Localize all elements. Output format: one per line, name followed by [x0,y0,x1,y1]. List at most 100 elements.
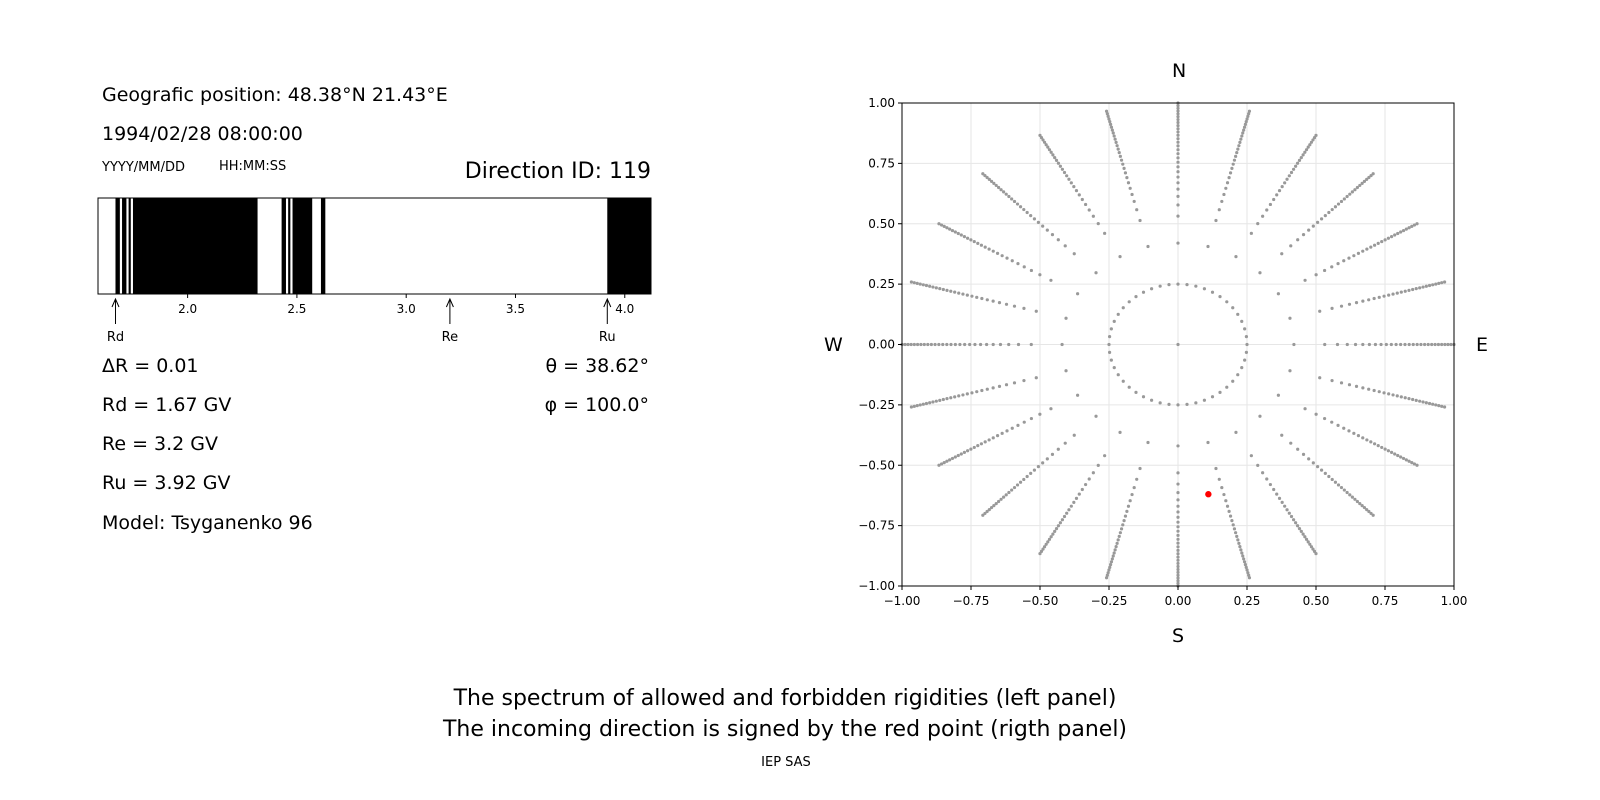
direction-point [1407,288,1411,292]
direction-point [968,342,972,347]
direction-point [965,392,969,396]
direction-point [1261,471,1265,475]
direction-point [1115,144,1119,148]
direction-point [1235,151,1239,155]
direction-point [1134,390,1138,394]
direction-point [1217,208,1221,212]
direction-point [1222,492,1226,497]
direction-point [1345,490,1349,495]
direction-point [1176,106,1180,110]
direction-point [1306,540,1310,544]
time-format-label: HH:MM:SS [219,159,287,174]
direction-point [1256,222,1260,226]
direction-point [1237,144,1241,148]
direction-point [985,298,989,302]
direction-point [1176,194,1180,198]
direction-point [1283,504,1287,508]
direction-point [1372,243,1377,247]
direction-point [1330,420,1334,424]
direction-point [924,401,929,406]
direction-point [1065,174,1069,178]
direction-point [961,393,965,397]
direction-point [1114,140,1118,144]
marker-label-ru: Ru [599,330,616,345]
direction-point [1176,115,1180,119]
direction-point [999,497,1003,501]
direction-point [939,223,944,227]
direction-point [942,224,946,228]
direction-point [1076,393,1080,397]
direction-point [1108,565,1112,569]
direction-point [1115,541,1119,545]
direction-point [1389,342,1393,347]
direction-point [1138,466,1142,471]
direction-point [1220,199,1224,204]
direction-point [980,388,984,393]
direction-point [1365,247,1369,251]
direction-point [975,295,979,299]
direction-point [1410,224,1414,228]
direction-point [1176,104,1180,108]
south-label: S [1172,625,1185,647]
direction-point [1245,117,1249,121]
direction-point [1280,185,1284,189]
direction-point [1236,312,1240,316]
direction-point [1241,554,1245,558]
direction-point [1128,499,1132,503]
direction-point [1222,192,1226,197]
direction-point [1414,287,1418,291]
direction-point [1301,452,1306,456]
direction-point [1132,485,1136,490]
direction-point [1176,491,1180,495]
direction-point [1311,547,1315,551]
direction-point [1295,161,1300,165]
direction-point [1067,177,1071,181]
direction-point [1103,231,1107,235]
direction-point [1415,463,1419,467]
direction-point [1041,138,1045,142]
spectrum-tick-label: 2.0 [178,302,197,316]
direction-point [1296,238,1300,242]
direction-point [1421,285,1425,289]
direction-point [1010,197,1014,201]
direction-point [1354,384,1359,388]
direction-point [1287,511,1291,515]
direction-point [1042,545,1047,549]
direction-point [958,342,962,347]
direction-point [994,183,998,188]
direction-point [1407,226,1411,230]
direction-point [1419,342,1423,347]
direction-point [1348,493,1352,497]
direction-point [1361,249,1365,253]
direction-point [1050,452,1055,456]
spectrum-tick-label: 3.0 [397,302,416,316]
direction-point [1350,190,1354,194]
caption-line-1: The spectrum of allowed and forbidden ri… [453,686,1117,711]
direction-point [1430,342,1434,347]
direction-point [1367,387,1371,391]
direction-point [1053,156,1057,160]
direction-point [1176,504,1180,508]
direction-point [1218,295,1222,299]
direction-point [1280,433,1284,437]
direction-point [1258,414,1262,418]
direction-point [1403,342,1407,347]
direction-point [1249,231,1253,235]
direction-point [953,395,957,399]
direction-point [945,397,949,401]
direction-point [1314,412,1318,416]
direction-point [1386,236,1390,240]
direction-point [1225,504,1230,508]
direction-point [1342,259,1346,263]
direction-point [1080,197,1084,202]
direction-point [1427,401,1432,406]
direction-point [1358,183,1362,188]
direction-point [1440,281,1444,285]
direction-point [1224,186,1228,190]
direction-point [1369,440,1373,444]
direction-point [1077,193,1081,197]
direction-point [1029,416,1033,421]
direction-point [1314,133,1318,137]
direction-point [998,342,1003,347]
direction-point [1176,133,1180,137]
